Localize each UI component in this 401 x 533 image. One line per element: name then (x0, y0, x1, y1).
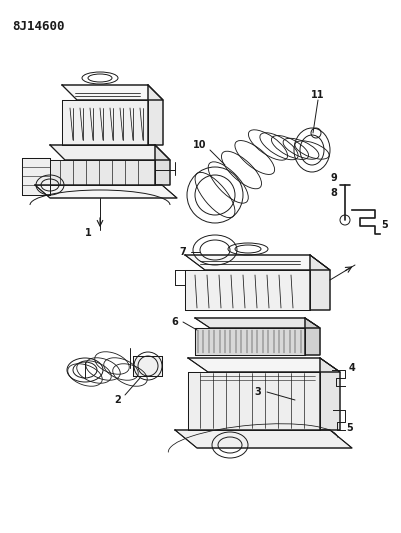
Polygon shape (50, 160, 155, 185)
Polygon shape (50, 145, 170, 160)
Text: 1: 1 (85, 228, 91, 238)
Polygon shape (185, 270, 310, 310)
Text: 10: 10 (193, 140, 207, 150)
Text: 6: 6 (172, 317, 178, 327)
Polygon shape (148, 85, 163, 145)
Text: 8J14600: 8J14600 (12, 20, 65, 33)
Polygon shape (155, 145, 170, 185)
Polygon shape (188, 372, 320, 430)
Polygon shape (195, 328, 305, 355)
Polygon shape (310, 255, 330, 310)
Text: 11: 11 (311, 90, 325, 100)
Polygon shape (320, 358, 340, 430)
Polygon shape (62, 85, 163, 100)
Text: 5: 5 (382, 220, 389, 230)
Text: 4: 4 (348, 363, 355, 373)
Polygon shape (305, 318, 320, 355)
Text: 3: 3 (255, 387, 261, 397)
Polygon shape (185, 255, 330, 270)
Polygon shape (22, 158, 50, 195)
Polygon shape (175, 430, 352, 448)
Text: 7: 7 (180, 247, 186, 257)
Polygon shape (188, 358, 340, 372)
Polygon shape (195, 318, 320, 328)
Text: 5: 5 (346, 423, 353, 433)
Polygon shape (133, 356, 162, 376)
Text: 2: 2 (115, 395, 122, 405)
Polygon shape (35, 185, 177, 198)
Polygon shape (62, 100, 148, 145)
Text: 8: 8 (330, 188, 337, 198)
Text: 9: 9 (331, 173, 337, 183)
